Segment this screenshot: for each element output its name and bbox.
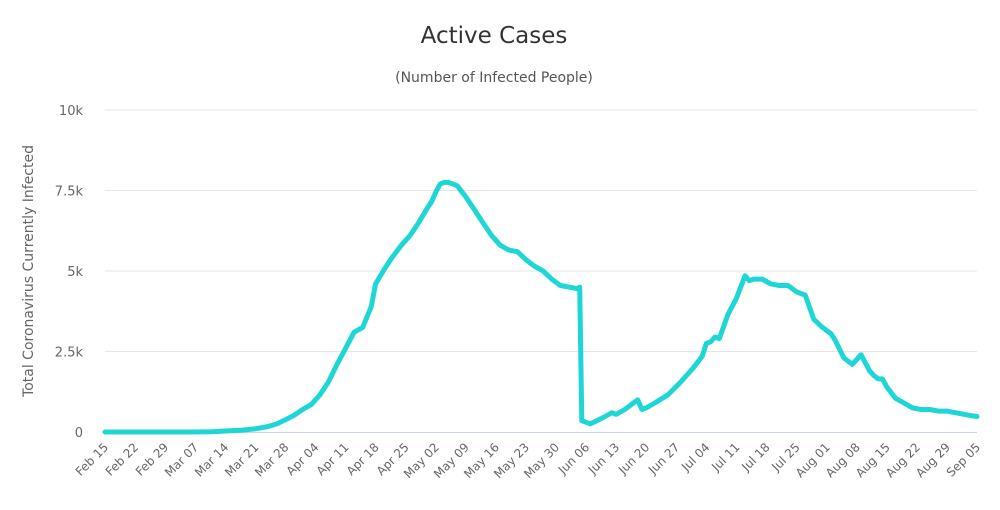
chart-title: Active Cases	[421, 23, 568, 49]
x-tick-label: Jul 04	[678, 440, 712, 474]
x-tick-label: Apr 11	[314, 440, 352, 478]
gridlines	[105, 109, 977, 352]
y-tick-label: 10k	[59, 104, 84, 119]
y-axis-title: Total Coronavirus Currently Infected	[21, 145, 37, 398]
y-tick-label: 5k	[67, 265, 83, 280]
y-axis-ticks: 0 2.5k 5k 7.5k 10k	[55, 104, 84, 441]
y-tick-label: 7.5k	[55, 185, 84, 200]
chart-subtitle: (Number of Infected People)	[395, 70, 593, 86]
x-tick-label: Jun 27	[645, 440, 682, 477]
x-tick-label: Jul 11	[708, 440, 742, 474]
series-line-active-cases	[102, 179, 980, 435]
x-tick-label: Sep 05	[944, 440, 983, 479]
x-tick-label: Apr 18	[344, 440, 382, 478]
y-tick-label: 2.5k	[55, 346, 84, 361]
x-tick-label: Jun 20	[615, 440, 652, 477]
x-tick-label: Feb 22	[103, 440, 141, 478]
x-tick-label: Feb 15	[73, 440, 111, 478]
x-tick-label: Jul 18	[738, 440, 772, 474]
x-tick-label: Jun 06	[555, 440, 592, 477]
x-tick-label: Apr 04	[284, 440, 322, 478]
series-layer	[102, 179, 980, 435]
y-tick-label: 0	[75, 426, 83, 441]
x-tick-label: Jun 13	[585, 440, 622, 477]
x-tick-label: Mar 28	[252, 440, 291, 479]
